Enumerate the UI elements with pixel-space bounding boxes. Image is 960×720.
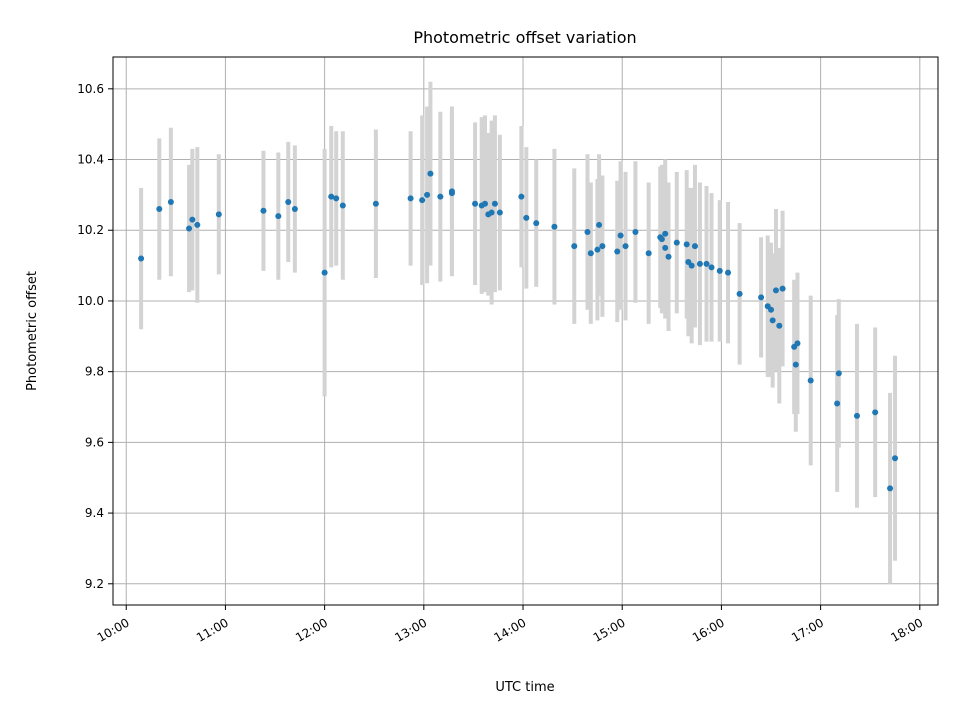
data-point: [599, 243, 606, 250]
x-tick-label: 14:00: [492, 615, 529, 644]
data-point: [807, 377, 814, 384]
x-tick-label: 13:00: [392, 615, 429, 644]
data-point: [448, 188, 455, 195]
data-point: [339, 202, 346, 209]
y-axis-ticks: 9.2 9.4 9.6 9.8 10.0 10.2 10.4 10.6: [77, 82, 113, 591]
data-point: [736, 290, 743, 297]
data-point: [333, 195, 340, 202]
y-tick-label: 9.4: [85, 506, 104, 520]
data-point: [632, 229, 639, 236]
data-point: [587, 250, 594, 257]
error-bars: [139, 81, 898, 584]
data-point: [892, 455, 899, 462]
data-point: [776, 322, 783, 329]
data-point: [696, 260, 703, 267]
data-point: [835, 370, 842, 377]
data-point: [887, 485, 894, 492]
y-tick-label: 10.6: [77, 82, 104, 96]
data-point: [260, 207, 267, 214]
data-point: [138, 255, 145, 262]
y-tick-label: 10.4: [77, 153, 104, 167]
y-tick-label: 9.2: [85, 577, 104, 591]
data-point: [725, 269, 732, 276]
data-point: [186, 225, 193, 232]
data-point: [291, 206, 298, 213]
data-point: [792, 361, 799, 368]
data-point: [768, 306, 775, 313]
data-point: [167, 198, 174, 205]
data-point: [691, 243, 698, 250]
data-point: [488, 209, 495, 216]
data-point: [523, 214, 530, 221]
data-point: [769, 317, 776, 324]
data-point: [772, 287, 779, 294]
data-point: [594, 246, 601, 253]
data-point: [872, 409, 879, 416]
data-point: [794, 340, 801, 347]
data-point: [496, 209, 503, 216]
data-point: [285, 198, 292, 205]
data-points: [138, 170, 899, 492]
data-point: [472, 200, 479, 207]
data-point: [571, 243, 578, 250]
data-point: [194, 221, 201, 228]
x-tick-label: 18:00: [888, 615, 925, 644]
chart-title: Photometric offset variation: [413, 28, 636, 47]
data-point: [437, 193, 444, 200]
data-point: [189, 216, 196, 223]
data-point: [551, 223, 558, 230]
data-point: [662, 244, 669, 251]
data-point: [658, 236, 665, 243]
plot-frame: [112, 56, 939, 606]
x-tick-label: 10:00: [95, 615, 132, 644]
y-tick-label: 9.8: [85, 365, 104, 379]
x-axis-ticks: 10:00 11:00 12:00 13:00 14:00 15:00 16:00 17:00…: [95, 605, 925, 645]
data-point: [427, 170, 434, 177]
data-point: [622, 243, 629, 250]
data-point: [321, 269, 328, 276]
data-point: [853, 412, 860, 419]
data-point: [708, 264, 715, 271]
data-point: [328, 193, 335, 200]
x-tick-label: 17:00: [789, 615, 826, 644]
data-point: [424, 191, 431, 198]
data-point: [665, 253, 672, 260]
x-tick-label: 15:00: [591, 615, 628, 644]
data-point: [834, 400, 841, 407]
data-point: [372, 200, 379, 207]
data-point: [596, 221, 603, 228]
data-point: [407, 195, 414, 202]
data-point: [779, 285, 786, 292]
data-point: [716, 267, 723, 274]
x-axis-label: UTC time: [495, 680, 554, 695]
y-tick-label: 10.0: [77, 294, 104, 308]
x-tick-label: 16:00: [690, 615, 727, 644]
data-point: [419, 197, 426, 204]
data-point: [614, 248, 621, 255]
y-tick-label: 9.6: [85, 435, 104, 449]
data-point: [662, 230, 669, 237]
data-point: [758, 294, 765, 301]
data-point: [683, 241, 690, 248]
data-point: [533, 220, 540, 227]
data-point: [156, 206, 163, 213]
x-tick-label: 12:00: [293, 615, 330, 644]
y-tick-label: 10.2: [77, 223, 104, 237]
data-point: [275, 213, 282, 220]
data-point: [491, 200, 498, 207]
data-point: [215, 211, 222, 218]
x-tick-label: 11:00: [194, 615, 231, 644]
data-point: [481, 200, 488, 207]
data-point: [584, 229, 591, 236]
data-point: [703, 260, 710, 267]
data-point: [688, 262, 695, 269]
y-axis-label: Photometric offset: [25, 271, 40, 391]
data-point: [518, 193, 525, 200]
data-point: [645, 250, 652, 257]
grid-lines: [113, 57, 938, 605]
data-point: [617, 232, 624, 239]
data-point: [673, 239, 680, 246]
